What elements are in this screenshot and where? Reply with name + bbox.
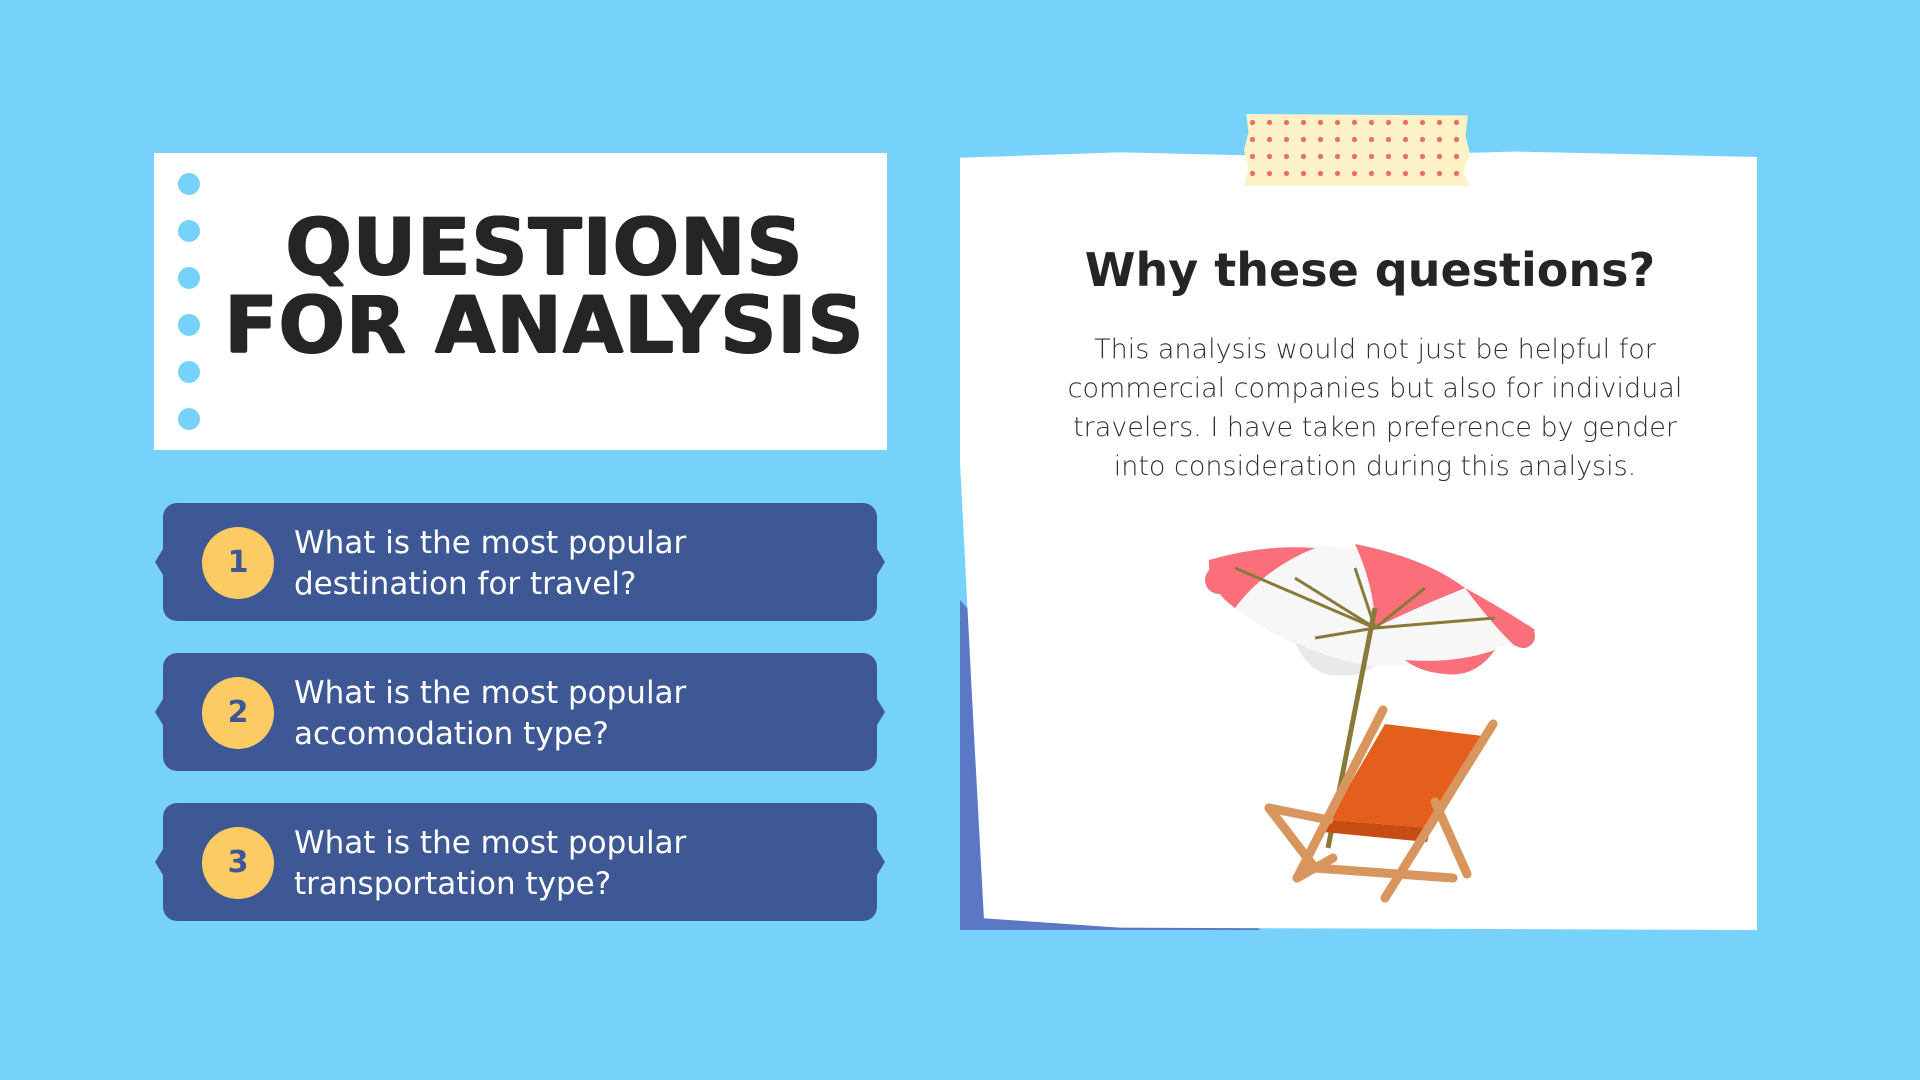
question-number-badge: 2 bbox=[202, 677, 274, 749]
question-text-line-1: What is the most popular bbox=[294, 525, 687, 561]
deck-chair bbox=[1264, 705, 1498, 903]
question-text: What is the most popular destination for… bbox=[294, 523, 854, 605]
notebook-hole bbox=[178, 173, 200, 195]
question-text-line-1: What is the most popular bbox=[294, 675, 687, 711]
title-card: QUESTIONS FOR ANALYSIS bbox=[154, 153, 887, 450]
notebook-hole bbox=[178, 361, 200, 383]
question-item-3: 3 What is the most popular transportatio… bbox=[155, 803, 885, 921]
beach-umbrella-and-deck-chair-icon bbox=[1205, 544, 1535, 903]
question-item-1: 1 What is the most popular destination f… bbox=[155, 503, 885, 621]
question-text: What is the most popular transportation … bbox=[294, 823, 854, 905]
title-line-2: FOR ANALYSIS bbox=[224, 281, 865, 371]
notebook-hole bbox=[178, 408, 200, 430]
question-text: What is the most popular accomodation ty… bbox=[294, 673, 854, 755]
note-body: This analysis would not just be helpful … bbox=[1067, 334, 1683, 482]
question-text-line-2: transportation type? bbox=[294, 866, 612, 902]
note-heading: Why these questions? bbox=[1084, 243, 1656, 297]
question-item-2: 2 What is the most popular accomodation … bbox=[155, 653, 885, 771]
polka-dot-tape-icon bbox=[1244, 114, 1470, 186]
page-title: QUESTIONS FOR ANALYSIS bbox=[202, 209, 887, 365]
question-text-line-2: accomodation type? bbox=[294, 716, 609, 752]
umbrella-ribs bbox=[1234, 566, 1496, 640]
notebook-holes bbox=[178, 173, 202, 433]
question-text-line-2: destination for travel? bbox=[294, 566, 637, 602]
question-number-badge: 1 bbox=[202, 527, 274, 599]
notebook-hole bbox=[178, 267, 200, 289]
title-line-1: QUESTIONS bbox=[285, 203, 804, 293]
notebook-hole bbox=[178, 314, 200, 336]
umbrella-canopy bbox=[1205, 544, 1535, 676]
notebook-hole bbox=[178, 220, 200, 242]
question-number-badge: 3 bbox=[202, 827, 274, 899]
question-text-line-1: What is the most popular bbox=[294, 825, 687, 861]
